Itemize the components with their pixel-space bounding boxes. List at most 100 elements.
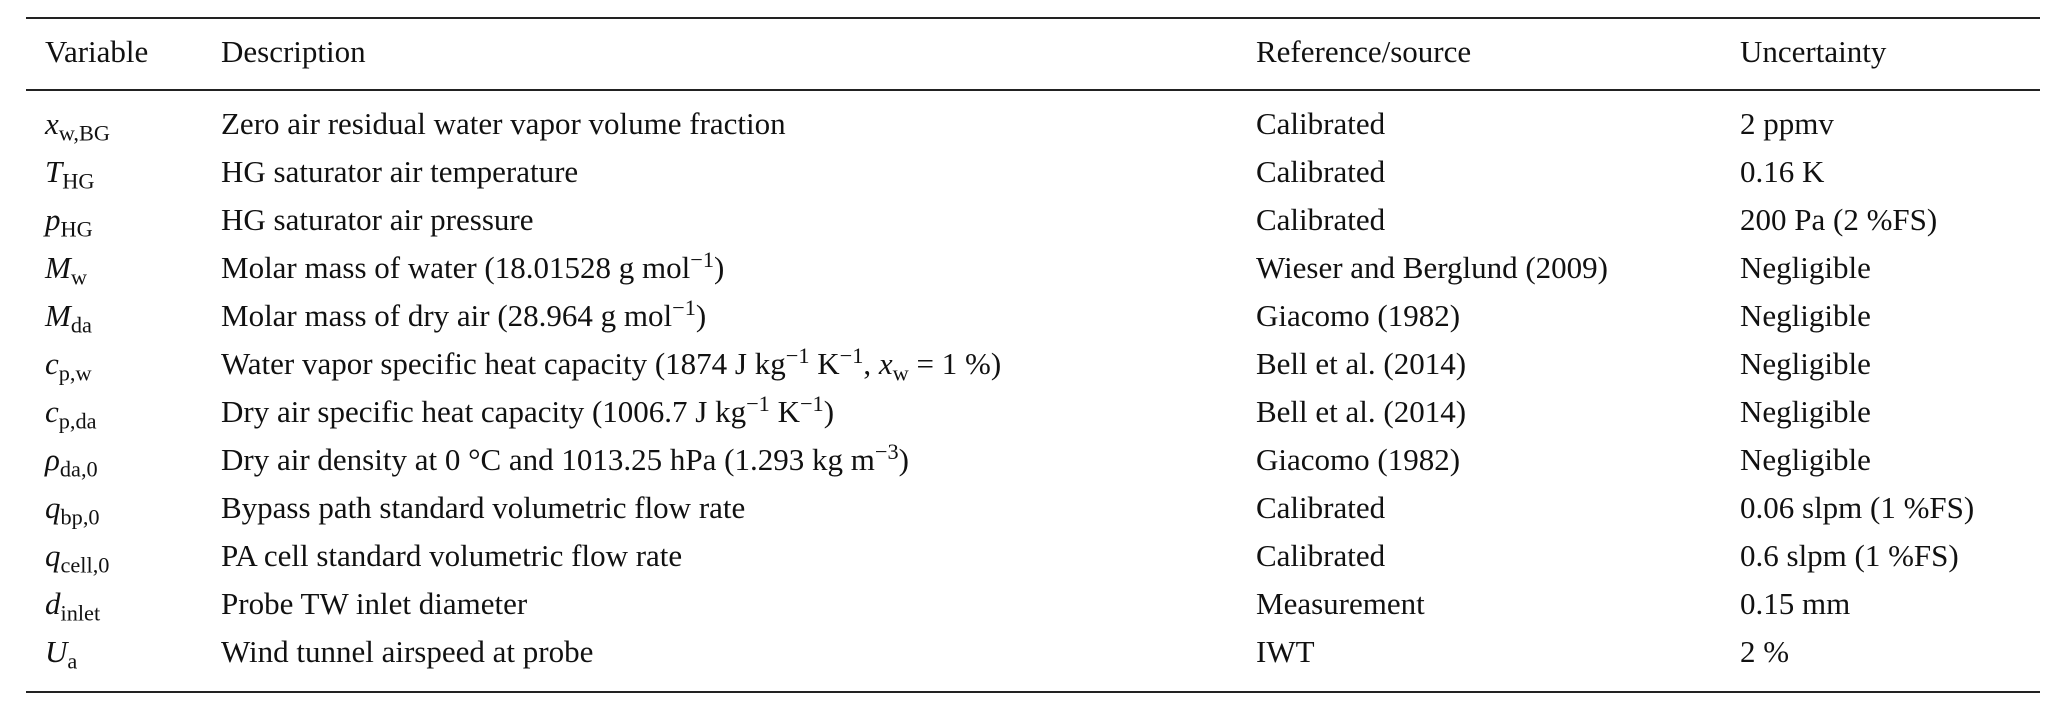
symbol: p: [45, 202, 61, 237]
variable-symbol: ρda,0: [45, 436, 98, 484]
reference-source: Calibrated: [1256, 154, 1386, 189]
variable-symbol: qcell,0: [45, 532, 109, 580]
uncertainty: Negligible: [1740, 298, 1871, 333]
variable-symbol: Ua: [45, 628, 77, 676]
symbol: U: [45, 634, 68, 669]
description-part: Bypass path standard volumetric flow rat…: [221, 490, 746, 525]
top-rule: [26, 17, 2040, 19]
table-row: Mw Molar mass of water (18.01528 g mol−1)…: [0, 244, 2067, 292]
reference-source: Bell et al. (2014): [1256, 346, 1467, 381]
description-part: x: [878, 346, 893, 381]
description: Bypass path standard volumetric flow rat…: [221, 484, 745, 532]
table-row: ρda,0 Dry air density at 0 °C and 1013.25…: [0, 436, 2067, 484]
table-row: qbp,0 Bypass path standard volumetric flo…: [0, 484, 2067, 532]
uncertainty: 0.15 mm: [1740, 586, 1851, 621]
symbol-subscript: p,da: [58, 408, 97, 434]
symbol: d: [45, 586, 61, 621]
description-part: −1: [839, 342, 864, 368]
description-part: Wind tunnel airspeed at probe: [221, 634, 594, 669]
table-row: qcell,0 PA cell standard volumetric flow …: [0, 532, 2067, 580]
symbol: M: [45, 250, 71, 285]
description-part: Dry air specific heat capacity (1006.7 J…: [221, 394, 747, 429]
variable-symbol: THG: [45, 148, 94, 196]
reference-source: Measurement: [1256, 586, 1425, 621]
symbol-subscript: HG: [62, 168, 95, 194]
description-part: w: [892, 360, 909, 386]
symbol-subscript: HG: [60, 216, 93, 242]
description-part: Probe TW inlet diameter: [221, 586, 528, 621]
symbol-subscript: cell,0: [60, 552, 110, 578]
header-uncertainty: Uncertainty: [1740, 34, 1887, 69]
reference-source: Giacomo (1982): [1256, 442, 1461, 477]
reference-source: Bell et al. (2014): [1256, 394, 1467, 429]
table-row: cp,w Water vapor specific heat capacity (…: [0, 340, 2067, 388]
symbol-subscript: da,0: [59, 456, 98, 482]
symbol: T: [45, 154, 63, 189]
description: Water vapor specific heat capacity (1874…: [221, 340, 1001, 388]
symbol: c: [45, 394, 59, 429]
description-part: −3: [874, 438, 899, 464]
description-part: ): [695, 298, 707, 333]
symbol: q: [45, 538, 61, 573]
symbol-subscript: da: [70, 312, 92, 338]
uncertainty: 0.16 K: [1740, 154, 1825, 189]
variable-symbol: pHG: [45, 196, 93, 244]
reference-source: Calibrated: [1256, 538, 1386, 573]
reference-source: Calibrated: [1256, 202, 1386, 237]
description-part: K: [809, 346, 840, 381]
uncertainty: Negligible: [1740, 250, 1871, 285]
symbol: q: [45, 490, 61, 525]
table-row: cp,da Dry air specific heat capacity (100…: [0, 388, 2067, 436]
description-part: Dry air density at 0 °C and 1013.25 hPa …: [221, 442, 875, 477]
symbol: ρ: [45, 442, 60, 477]
description-part: −1: [799, 390, 824, 416]
description-part: ): [823, 394, 835, 429]
description: HG saturator air pressure: [221, 196, 533, 244]
description-part: Zero air residual water vapor volume fra…: [221, 106, 786, 141]
symbol: c: [45, 346, 59, 381]
description-part: −1: [690, 246, 714, 272]
uncertainty: 2 ppmv: [1740, 106, 1834, 141]
description-part: HG saturator air pressure: [221, 202, 534, 237]
uncertainty: Negligible: [1740, 346, 1871, 381]
description-part: ): [898, 442, 909, 477]
description-part: HG saturator air temperature: [221, 154, 579, 189]
variable-symbol: dinlet: [45, 580, 100, 628]
symbol: M: [45, 298, 71, 333]
description: Zero air residual water vapor volume fra…: [221, 100, 786, 148]
symbol: x: [45, 106, 59, 141]
symbol-subscript: w,BG: [58, 120, 111, 146]
reference-source: Giacomo (1982): [1256, 298, 1461, 333]
uncertainty: Negligible: [1740, 442, 1871, 477]
reference-source: Wieser and Berglund (2009): [1256, 250, 1609, 285]
description: PA cell standard volumetric flow rate: [221, 532, 682, 580]
description-part: Molar mass of water (18.01528 g mol: [221, 250, 691, 285]
table-row: Ua Wind tunnel airspeed at probe IWT 2 %: [0, 628, 2067, 676]
description-part: = 1 %): [908, 346, 1002, 381]
table-row: dinlet Probe TW inlet diameter Measurement…: [0, 580, 2067, 628]
symbol-subscript: p,w: [58, 360, 92, 386]
reference-source: Calibrated: [1256, 106, 1386, 141]
description: HG saturator air temperature: [221, 148, 578, 196]
variable-symbol: qbp,0: [45, 484, 100, 532]
description: Molar mass of dry air (28.964 g mol−1): [221, 292, 706, 340]
header-description: Description: [221, 34, 366, 69]
description: Wind tunnel airspeed at probe: [221, 628, 593, 676]
description: Probe TW inlet diameter: [221, 580, 527, 628]
header-source: Reference/source: [1256, 34, 1472, 69]
uncertainty: 200 Pa (2 %FS): [1740, 202, 1938, 237]
symbol-subscript: a: [67, 648, 78, 674]
description-part: PA cell standard volumetric flow rate: [221, 538, 683, 573]
variable-symbol: Mw: [45, 244, 87, 292]
variable-symbol: cp,w: [45, 340, 92, 388]
description-part: −1: [785, 342, 810, 368]
description-part: ,: [863, 346, 879, 381]
uncertainty: Negligible: [1740, 394, 1871, 429]
header-rule: [26, 89, 2040, 91]
description-part: ): [713, 250, 725, 285]
uncertainty: 2 %: [1740, 634, 1790, 669]
table-row: pHG HG saturator air pressure Calibrated 20…: [0, 196, 2067, 244]
variable-symbol: xw,BG: [45, 100, 110, 148]
table-header: Variable Description Reference/source Un…: [0, 28, 2067, 76]
bottom-rule: [26, 691, 2040, 693]
